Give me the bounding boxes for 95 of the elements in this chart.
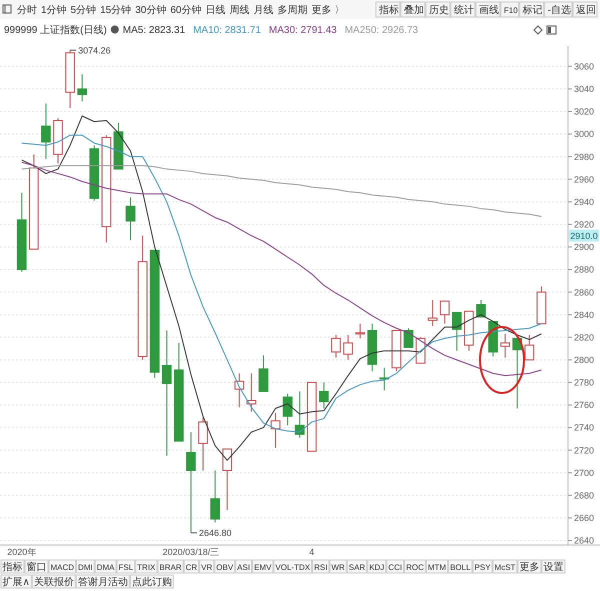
text: 窗口 xyxy=(26,561,46,573)
candlestick xyxy=(319,382,329,409)
text: 指标 xyxy=(378,4,399,16)
text: 设置 xyxy=(543,561,564,573)
annotation: 3074.26 xyxy=(78,45,111,56)
text: CCI xyxy=(388,563,402,572)
y-tick-label: 2880 xyxy=(574,264,594,275)
y-tick-label: 2680 xyxy=(574,490,594,500)
y-tick-label: 2660 xyxy=(574,513,594,524)
text: SAR xyxy=(348,563,366,572)
candlestick xyxy=(162,330,172,456)
text: 多周期 xyxy=(277,4,308,16)
y-tick-label: 2860 xyxy=(574,287,594,298)
text: 更多 xyxy=(519,561,540,573)
text: 返回 xyxy=(576,4,596,16)
candlestick xyxy=(126,196,136,241)
y-tick-label: 3000 xyxy=(574,129,594,140)
y-tick-label: 2940 xyxy=(574,196,594,207)
text: 15分钟 xyxy=(100,4,132,16)
text: 月线 xyxy=(253,4,274,16)
text: KDJ xyxy=(369,563,384,572)
text: F10 xyxy=(504,6,518,15)
text: PSY xyxy=(474,563,492,572)
text: 扩展∧ xyxy=(2,576,30,588)
text: 5分钟 xyxy=(70,4,96,16)
text: DMA xyxy=(96,563,116,572)
chart-title: 999999 上证指数(日线) xyxy=(4,24,107,36)
candlestick xyxy=(41,103,51,160)
text: MA30: 2791.43 xyxy=(268,25,338,36)
y-tick-label: 3020 xyxy=(574,106,594,117)
text: 关联报价 xyxy=(34,576,74,588)
y-tick-label: 3060 xyxy=(574,61,594,72)
text: 分时 xyxy=(17,4,37,16)
text: ROC xyxy=(406,563,424,572)
candlestick xyxy=(270,412,280,448)
y-tick-label: 2920 xyxy=(574,220,594,230)
text: DMI xyxy=(78,563,93,572)
text: 周线 xyxy=(229,4,250,16)
line-series xyxy=(21,162,542,376)
text: 画线 xyxy=(478,4,499,16)
text: 叠加 xyxy=(404,4,424,16)
candlestick xyxy=(65,50,75,109)
text: 60分钟 xyxy=(170,4,202,16)
y-tick-label: 2720 xyxy=(574,445,594,456)
text: WR xyxy=(331,563,345,572)
y-tick-label: 2740 xyxy=(574,422,594,433)
text: TRIX xyxy=(137,563,156,572)
y-tick-label: 2900 xyxy=(574,242,594,252)
text: FSL xyxy=(118,563,134,572)
text: 30分钟 xyxy=(135,4,166,16)
text: 标记 xyxy=(522,4,543,16)
x-tick-label: 2020/03/18/三 xyxy=(162,547,220,557)
text: -自选 xyxy=(548,4,572,16)
y-tick-label: 2960 xyxy=(574,174,594,184)
y-tick-label: 3040 xyxy=(574,84,594,94)
candlestick xyxy=(500,333,510,358)
text: McST xyxy=(494,563,516,572)
candlestick xyxy=(77,74,88,102)
text: 2910.0 xyxy=(570,230,598,241)
text: 统计 xyxy=(454,4,474,16)
text: ASI xyxy=(237,563,250,572)
text: 更多 〉 xyxy=(311,4,344,16)
text: MA10: 2831.71 xyxy=(193,25,262,36)
text: MTM xyxy=(428,563,446,572)
text: 指标 xyxy=(2,561,22,573)
text: 1分钟 xyxy=(41,4,67,16)
text: MA5: 2823.31 xyxy=(122,25,186,36)
text: 日线 xyxy=(205,4,226,16)
text: CR xyxy=(186,563,198,572)
y-tick-label: 2760 xyxy=(574,400,594,410)
text: 点此订购 xyxy=(132,576,172,588)
text: 历史 xyxy=(428,4,449,16)
text: MACD xyxy=(50,563,74,572)
candlestick xyxy=(186,432,196,534)
text: MA250: 2926.73 xyxy=(344,25,419,36)
y-tick-label: 2980 xyxy=(574,152,594,162)
line-series xyxy=(21,165,542,217)
x-tick-label: 4 xyxy=(309,547,314,557)
text: VR xyxy=(201,563,213,572)
y-tick-label: 2640 xyxy=(574,536,594,546)
y-tick-label: 2800 xyxy=(574,355,594,365)
text: EMV xyxy=(254,563,272,572)
y-tick-label: 2700 xyxy=(574,468,594,478)
y-tick-label: 2820 xyxy=(574,332,594,342)
y-tick-label: 2780 xyxy=(574,378,594,388)
annotation: 2646.80 xyxy=(198,528,232,538)
text: RSI xyxy=(314,563,328,572)
text: BRAR xyxy=(159,563,182,572)
candlestick xyxy=(343,334,353,360)
y-tick-label: 2840 xyxy=(574,310,594,320)
text: OBV xyxy=(216,563,234,572)
text: BOLL xyxy=(450,563,472,572)
text: 答谢月活动 xyxy=(78,576,128,588)
text: VOL-TDX xyxy=(275,563,311,572)
x-tick-label: 2020年 xyxy=(7,547,36,557)
